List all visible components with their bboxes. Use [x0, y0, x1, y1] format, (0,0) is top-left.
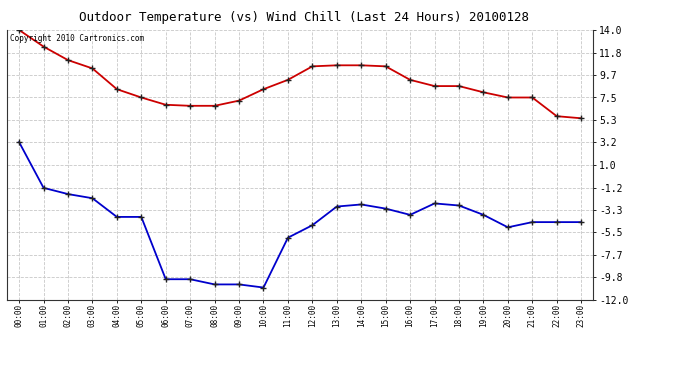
Text: Copyright 2010 Cartronics.com: Copyright 2010 Cartronics.com	[10, 34, 144, 43]
Text: Outdoor Temperature (vs) Wind Chill (Last 24 Hours) 20100128: Outdoor Temperature (vs) Wind Chill (Las…	[79, 11, 529, 24]
